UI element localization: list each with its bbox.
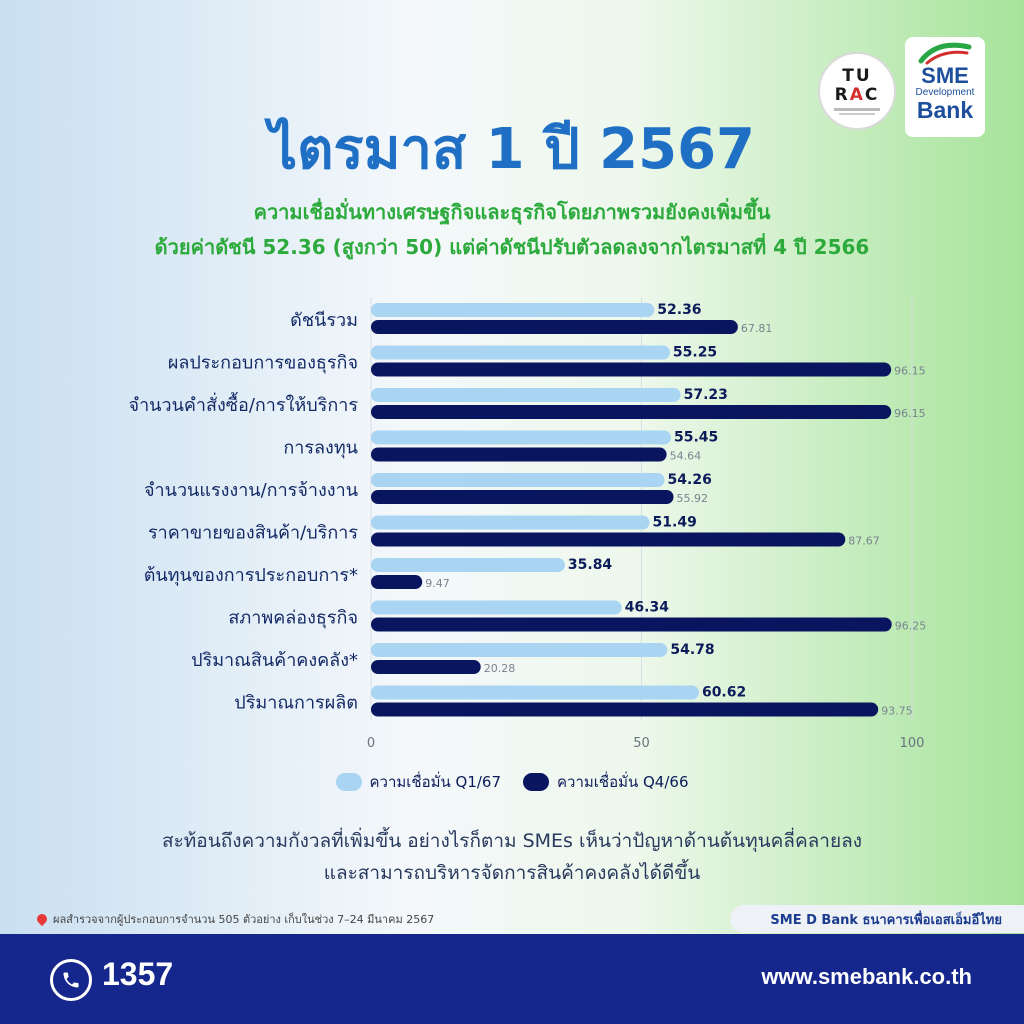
data-label-q4: 96.15	[894, 407, 926, 420]
category-label: ปริมาณการผลิต	[234, 693, 358, 714]
bar-q4	[371, 617, 892, 632]
footer-bar: 1357 www.smebank.co.th	[0, 934, 1024, 1024]
summary-note-line-1: สะท้อนถึงความกังวลที่เพิ่มขึ้น อย่างไรก็…	[161, 830, 863, 852]
turac-logo-fineprint	[834, 108, 880, 111]
data-label-q4: 67.81	[741, 322, 773, 335]
bar-q1	[371, 515, 650, 530]
category-label: จำนวนแรงงาน/การจ้างงาน	[144, 480, 358, 501]
sme-logo-subtext: Development	[915, 87, 975, 98]
bar-q4	[371, 362, 892, 377]
bar-q1	[371, 473, 665, 487]
data-label-q1: 60.62	[702, 685, 746, 701]
legend-label-q1: ความเชื่อมั่น Q1/67	[369, 773, 501, 791]
turac-logo-r: R	[834, 85, 850, 105]
data-label-q1: 57.23	[684, 387, 728, 403]
x-tick-label: 100	[900, 736, 925, 751]
bar-q1	[371, 345, 670, 360]
x-tick-label: 0	[367, 736, 375, 751]
bar-q1	[371, 643, 668, 657]
source-note: ผลสำรวจจากผู้ประกอบการจำนวน 505 ตัวอย่าง…	[34, 910, 435, 928]
bar-q1	[371, 685, 699, 700]
bar-chart: 0 50 100 ดัชนีรวม 52.36 67.81 ผลประกอบการของธุ…	[129, 298, 927, 751]
data-label-q4: 55.92	[677, 492, 709, 505]
data-label-q1: 46.34	[625, 600, 670, 616]
legend-swatch-q4	[523, 773, 549, 791]
phone-glyph-icon	[63, 972, 79, 988]
turac-logo-a: A	[849, 85, 865, 105]
category-label: ราคาขายของสินค้า/บริการ	[148, 523, 358, 544]
data-label-q4: 96.15	[894, 365, 926, 378]
phone-icon[interactable]	[50, 959, 92, 1001]
category-label: ผลประกอบการของธุรกิจ	[168, 353, 358, 374]
data-label-q4: 9.47	[425, 577, 450, 590]
turac-logo-line1: TU	[842, 66, 872, 86]
bar-q4	[371, 575, 423, 589]
sme-swoosh-icon	[918, 42, 972, 65]
data-label-q1: 54.78	[670, 642, 714, 658]
category-label: สภาพคล่องธุรกิจ	[228, 608, 358, 629]
source-text: ผลสำรวจจากผู้ประกอบการจำนวน 505 ตัวอย่าง…	[53, 913, 435, 926]
bar-q4	[371, 532, 846, 547]
bar-q4	[371, 660, 481, 674]
legend-item-q4: ความเชื่อมั่น Q4/66	[523, 770, 688, 794]
bar-q4	[371, 405, 892, 419]
page-title: ไตรมาส 1 ปี 2567	[268, 117, 755, 182]
data-label-q4: 54.64	[670, 450, 702, 463]
bar-q4	[371, 320, 738, 334]
data-label-q1: 52.36	[657, 302, 701, 318]
legend-swatch-q1	[335, 773, 362, 791]
sme-logo-text: SME	[921, 63, 969, 88]
bar-q4	[371, 490, 674, 504]
bar-q4	[371, 447, 667, 462]
data-label-q4: 20.28	[484, 662, 516, 675]
bar-q4	[371, 702, 879, 717]
legend-item-q1: ความเชื่อมั่น Q1/67	[335, 770, 501, 794]
subtitle-line-1: ความเชื่อมั่นทางเศรษฐกิจและธุรกิจโดยภาพร…	[253, 200, 771, 224]
category-label: ปริมาณสินค้าคงคลัง*	[191, 650, 358, 671]
bar-q1	[371, 558, 565, 572]
website-link[interactable]: www.smebank.co.th	[761, 964, 972, 989]
data-label-q4: 93.75	[881, 705, 913, 718]
turac-logo-fineprint-2	[839, 113, 875, 115]
category-label: การลงทุน	[283, 438, 358, 459]
data-label-q1: 35.84	[568, 557, 613, 573]
bank-tagline: SME D Bank ธนาคารเพื่อเอสเอ็มอีไทย	[730, 905, 1024, 933]
category-label: ต้นทุนของการประกอบการ*	[144, 565, 358, 586]
bar-q1	[371, 303, 655, 317]
data-label-q1: 54.26	[668, 472, 712, 488]
data-label-q4: 96.25	[895, 620, 927, 633]
x-tick-label: 50	[633, 736, 650, 751]
summary-note-line-2: และสามารถบริหารจัดการสินค้าคงคลังได้ดีขึ…	[323, 862, 701, 884]
turac-logo: TU RAC	[818, 52, 896, 130]
data-label-q1: 55.25	[673, 345, 717, 361]
subtitle-line-2: ด้วยค่าดัชนี 52.36 (สูงกว่า 50) แต่ค่าดั…	[154, 235, 870, 259]
turac-logo-c: C	[864, 85, 880, 105]
turac-logo-line2: RAC	[835, 86, 880, 105]
category-label: ดัชนีรวม	[290, 310, 358, 331]
location-pin-icon	[34, 911, 50, 927]
bar-q1	[371, 600, 622, 615]
chart-legend: ความเชื่อมั่น Q1/67 ความเชื่อมั่น Q4/66	[0, 770, 1024, 794]
data-label-q1: 55.45	[674, 430, 718, 446]
category-label: จำนวนคำสั่งซื้อ/การให้บริการ	[129, 392, 359, 416]
sme-bank-logo: SME Development Bank	[905, 37, 985, 137]
legend-label-q4: ความเชื่อมั่น Q4/66	[557, 773, 689, 791]
sme-logo-bank: Bank	[916, 97, 974, 123]
phone-number[interactable]: 1357	[102, 956, 174, 992]
bar-q1	[371, 388, 681, 402]
data-label-q1: 51.49	[653, 515, 697, 531]
bar-q1	[371, 430, 671, 445]
data-label-q4: 87.67	[848, 535, 880, 548]
